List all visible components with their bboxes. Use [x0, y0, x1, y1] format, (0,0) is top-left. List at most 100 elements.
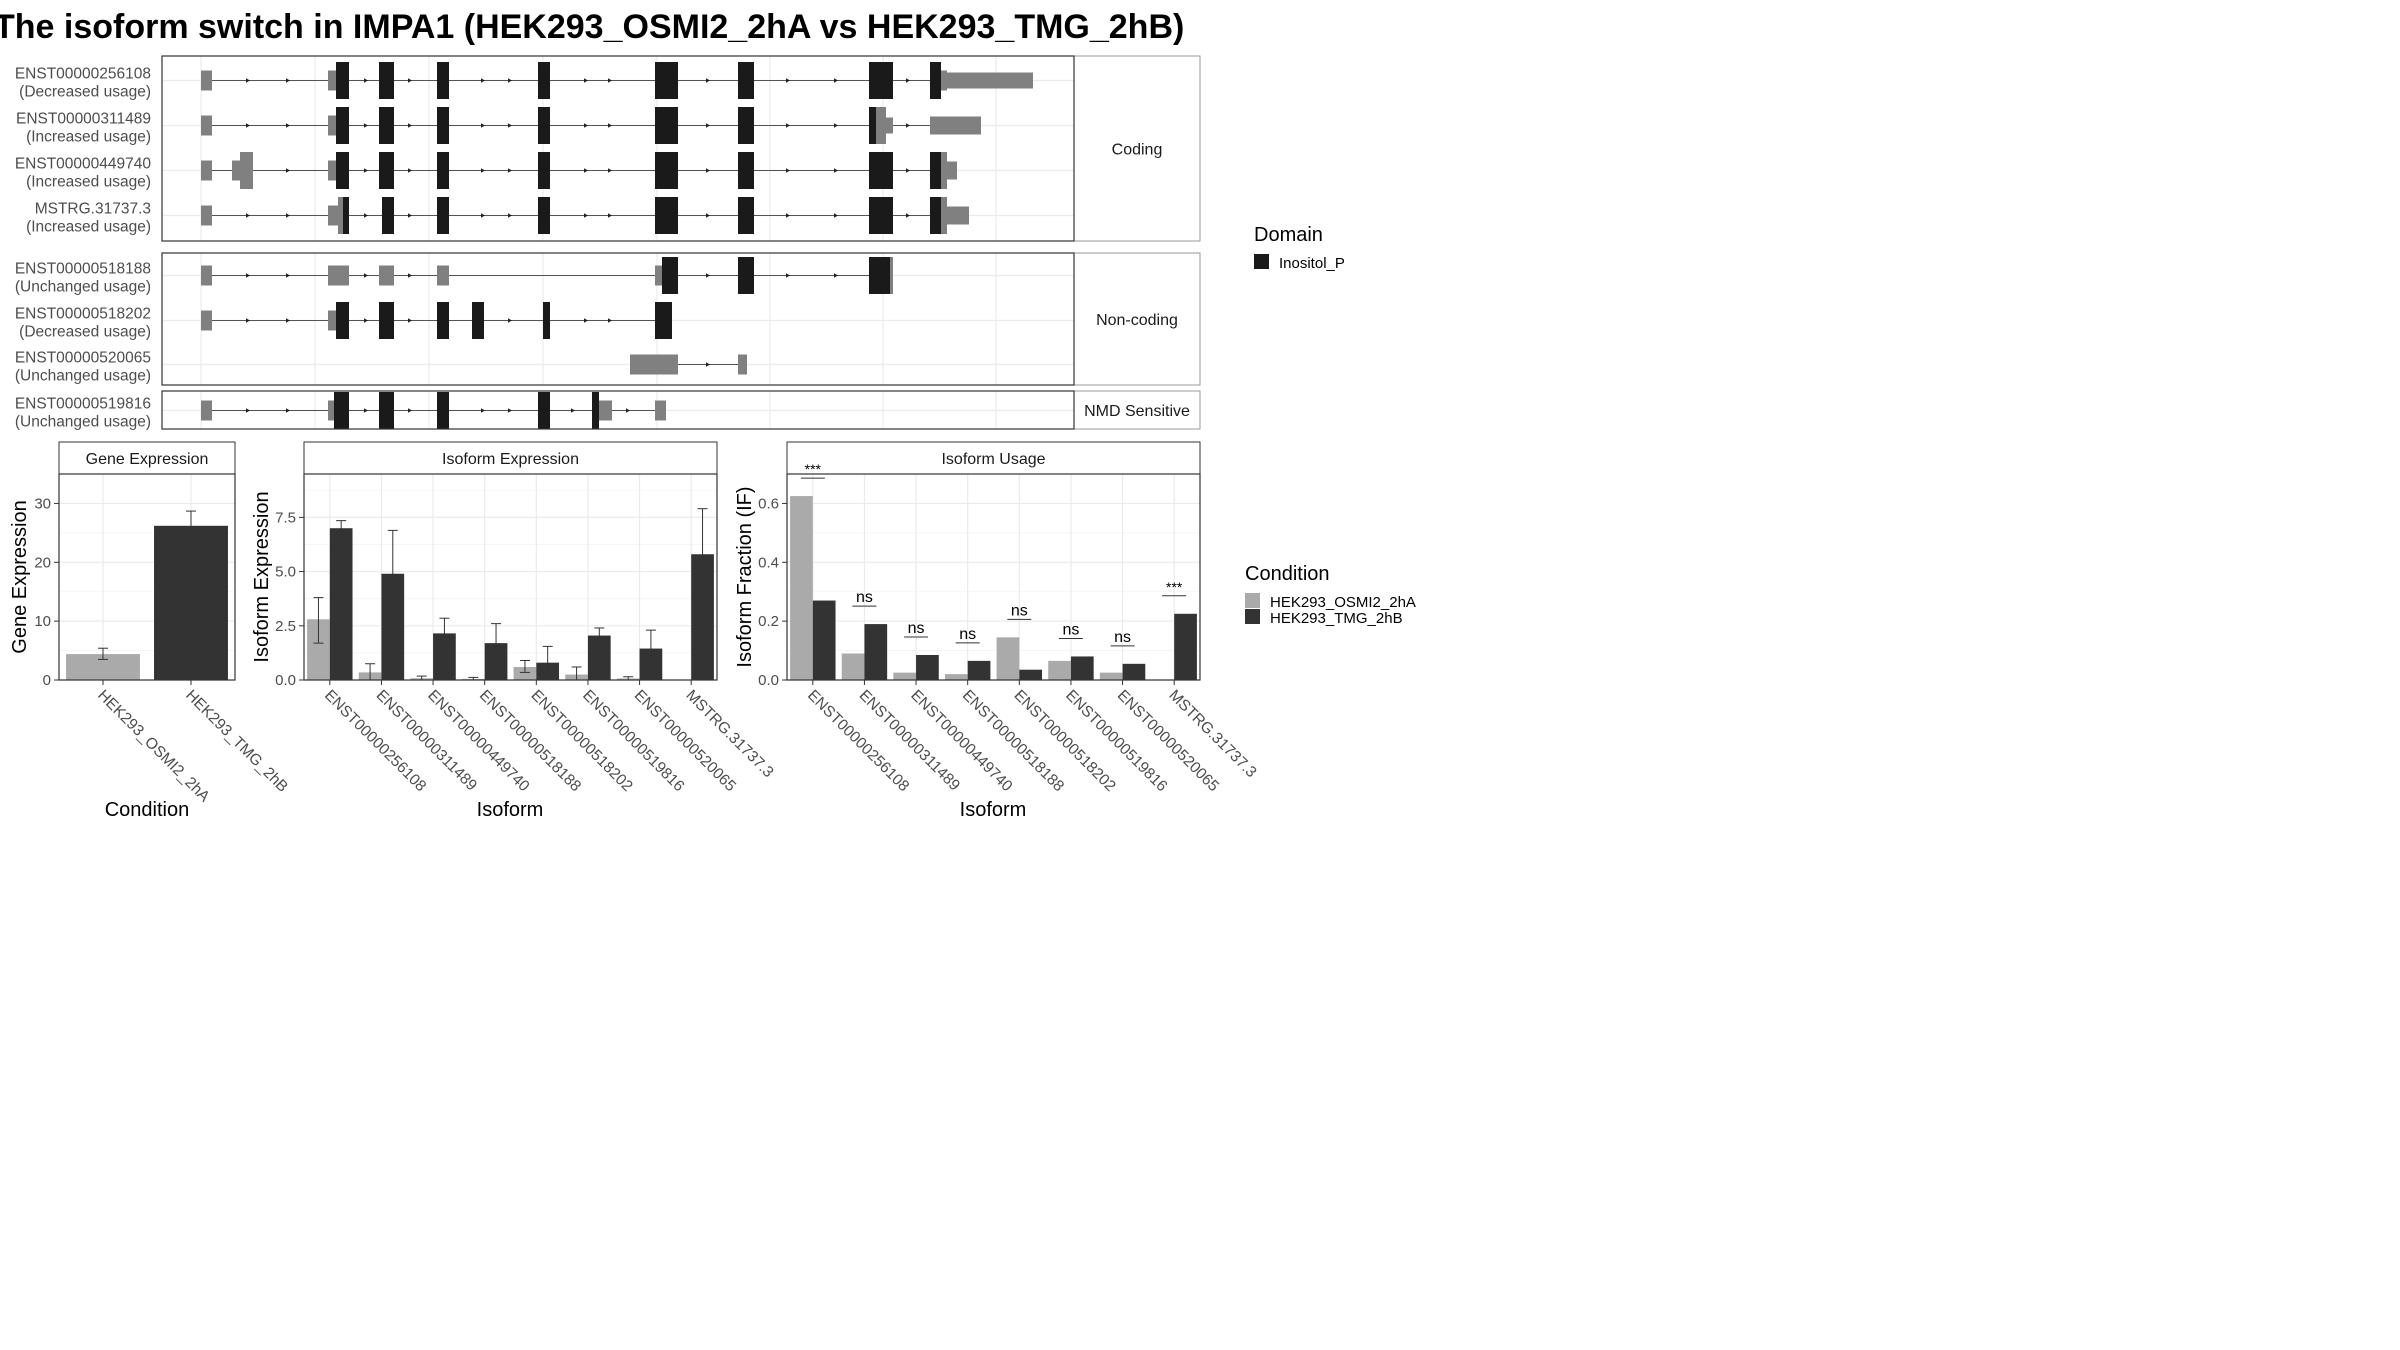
exon-domain	[655, 302, 672, 339]
exon-domain	[382, 197, 394, 234]
bar	[996, 637, 1020, 680]
exon-domain	[738, 197, 754, 234]
plot-bg	[787, 474, 1200, 680]
bar	[893, 672, 917, 680]
domain-legend-swatch	[1254, 254, 1269, 269]
intron-arrow	[508, 213, 512, 218]
exon-utr	[338, 197, 343, 234]
y-tick-label: 30	[34, 495, 51, 512]
exon-utr	[947, 206, 969, 225]
exon-domain	[538, 152, 550, 189]
intron-arrow	[286, 408, 290, 413]
plot-bg	[304, 474, 717, 680]
intron-arrow	[584, 123, 588, 128]
intron-arrow	[786, 213, 790, 218]
x-tick-label: ENST00000518188	[476, 687, 584, 795]
exon-domain	[662, 257, 678, 294]
exon-domain	[655, 62, 678, 99]
condition-legend-swatch	[1245, 609, 1260, 624]
panel-strip	[303, 441, 718, 475]
transcript-id-label: ENST00000256108	[15, 66, 151, 83]
bar	[154, 525, 228, 680]
bar	[841, 653, 865, 680]
intron-arrow	[408, 318, 412, 323]
y-tick-label: 0.0	[275, 672, 296, 689]
exon-domain	[334, 392, 349, 429]
bar	[1122, 663, 1146, 680]
bar	[433, 633, 456, 680]
intron-arrow	[481, 168, 485, 173]
bar	[307, 619, 330, 680]
intron-arrow	[834, 123, 838, 128]
transcript-usage-label: (Unchanged usage)	[15, 279, 151, 296]
bar	[790, 496, 813, 680]
intron-arrow	[706, 362, 710, 367]
exon-utr	[655, 400, 666, 421]
intron-arrow	[508, 78, 512, 83]
bar	[513, 666, 537, 680]
group-strip	[1073, 55, 1201, 242]
exon-utr	[201, 265, 212, 286]
transcript-usage-label: (Increased usage)	[26, 129, 151, 146]
y-tick-label: 0.6	[758, 495, 779, 512]
panel-strip	[58, 441, 236, 475]
intron-arrow	[584, 213, 588, 218]
intron-arrow	[481, 408, 485, 413]
exon-utr	[437, 265, 449, 286]
intron-arrow	[408, 213, 412, 218]
intron-arrow	[246, 408, 250, 413]
exon-domain	[738, 107, 754, 144]
exon-utr	[630, 354, 678, 375]
condition-legend-swatch	[1245, 593, 1260, 608]
transcript-id-label: ENST00000518202	[15, 306, 151, 323]
intron-arrow	[481, 78, 485, 83]
intron-arrow	[481, 213, 485, 218]
intron-arrow	[608, 168, 612, 173]
exon-utr	[941, 197, 947, 234]
x-tick-label: ENST00000518202	[1010, 687, 1118, 795]
y-tick-label: 7.5	[275, 509, 296, 526]
significance-label: ns	[959, 626, 976, 643]
intron-arrow	[584, 168, 588, 173]
exon-domain	[655, 197, 678, 234]
exon-domain	[538, 392, 550, 429]
exon-domain	[379, 392, 394, 429]
intron-arrow	[508, 168, 512, 173]
bar	[944, 674, 968, 680]
x-tick-label: ENST00000520065	[1114, 687, 1222, 795]
transcript-id-label: ENST00000518188	[15, 261, 151, 278]
x-tick-label: ENST00000520065	[631, 687, 739, 795]
y-tick-label: 0.0	[758, 672, 779, 689]
exon-domain	[738, 152, 754, 189]
transcript-usage-label: (Unchanged usage)	[15, 368, 151, 385]
exon-domain	[379, 302, 394, 339]
domain-legend-label: Inositol_P	[1279, 255, 1345, 272]
x-axis-title: Condition	[105, 799, 190, 821]
group-label: Non-coding	[1096, 312, 1178, 329]
x-tick-label: ENST00000256108	[321, 687, 429, 795]
group-label: NMD Sensitive	[1084, 403, 1190, 420]
exon-utr	[201, 70, 212, 91]
transcript-usage-label: (Unchanged usage)	[15, 414, 151, 431]
significance-label: ns	[908, 620, 925, 637]
exon-utr	[328, 400, 334, 421]
intron-arrow	[786, 78, 790, 83]
exon-utr	[328, 310, 336, 331]
panel-title: Isoform Expression	[442, 451, 579, 468]
exon-domain	[538, 197, 550, 234]
y-axis-title: Isoform Expression	[251, 491, 273, 662]
exon-domain	[437, 107, 449, 144]
intron-arrow	[246, 273, 250, 278]
bar	[1099, 672, 1123, 680]
bar	[967, 660, 991, 680]
x-tick-label: ENST00000311489	[856, 687, 963, 794]
exon-domain	[869, 197, 893, 234]
exon-domain	[343, 197, 349, 234]
condition-legend-label: HEK293_OSMI2_2hA	[1270, 594, 1416, 611]
panel-title: Gene Expression	[86, 451, 209, 468]
intron-arrow	[906, 78, 910, 83]
intron-arrow	[286, 168, 290, 173]
bar	[587, 635, 611, 680]
exon-utr	[201, 310, 212, 331]
panel-strip	[786, 441, 1201, 475]
